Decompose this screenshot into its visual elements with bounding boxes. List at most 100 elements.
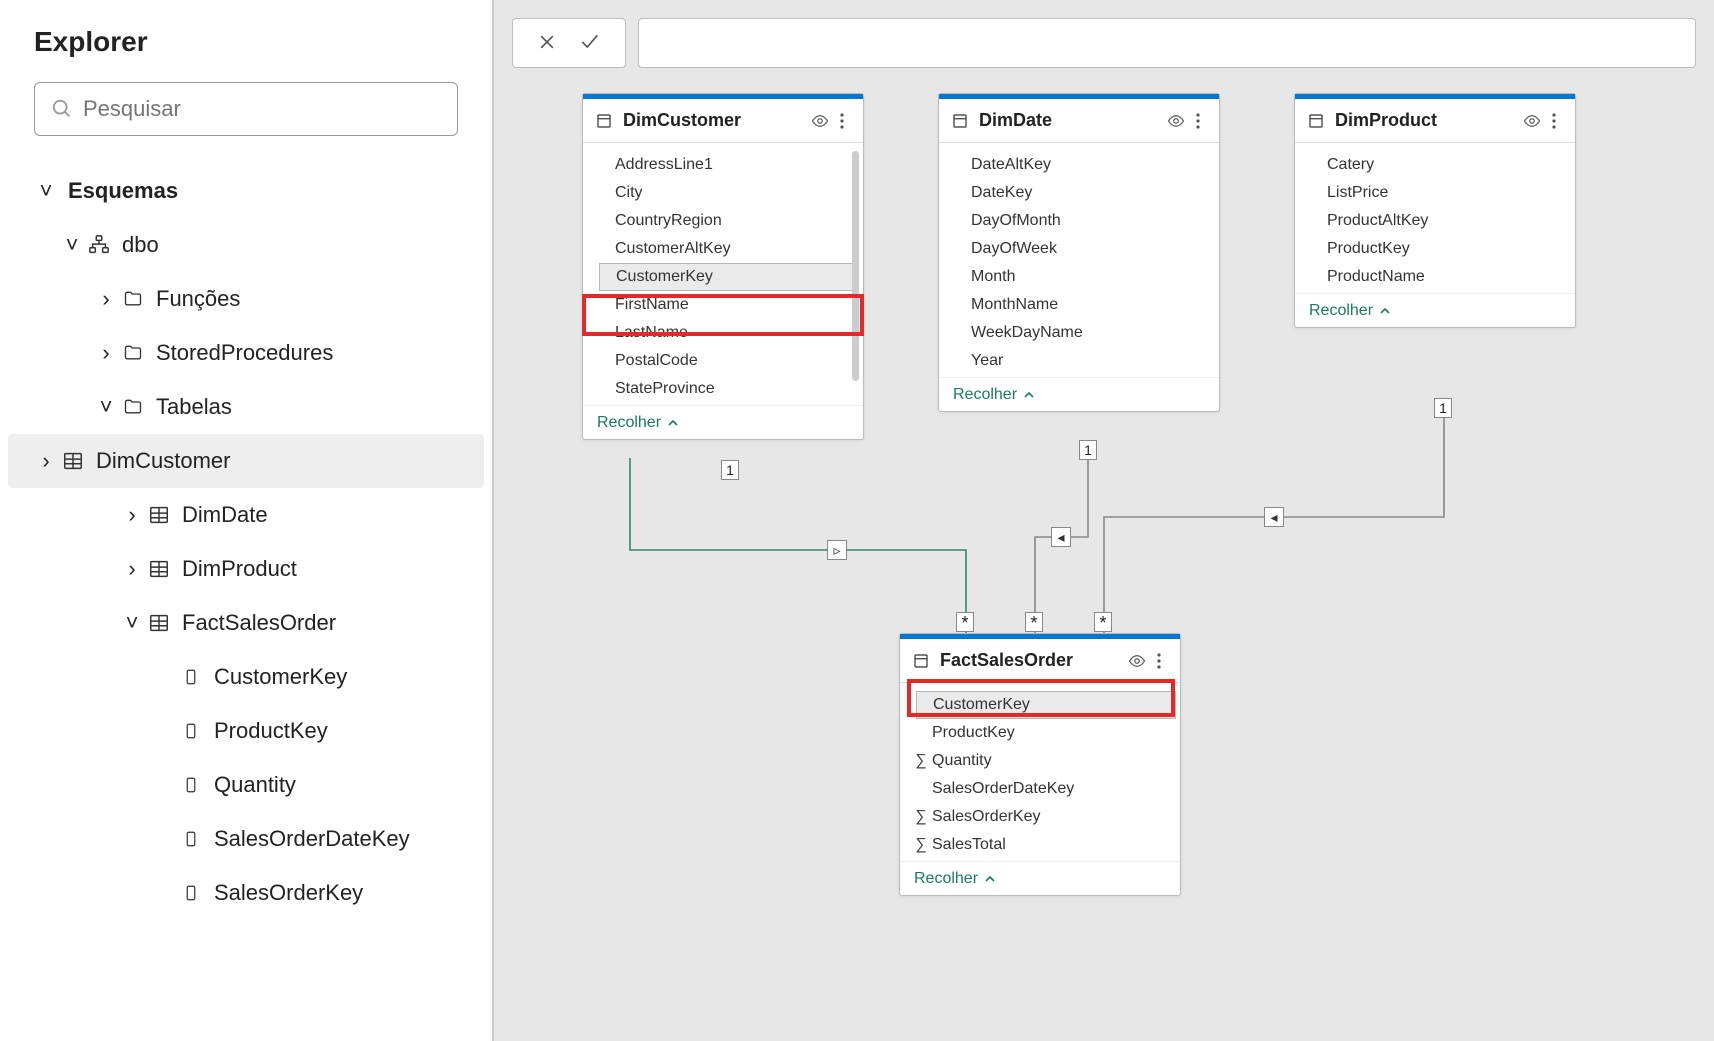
tree-column-label: SalesOrderKey <box>214 880 363 906</box>
card-column-label: ProductName <box>1327 268 1425 286</box>
card-column-label: LastName <box>615 324 688 342</box>
tree-schema-label: dbo <box>122 232 159 258</box>
card-more-button[interactable] <box>1187 112 1209 130</box>
card-header[interactable]: DimDate <box>939 99 1219 143</box>
card-more-button[interactable] <box>831 112 853 130</box>
card-column[interactable]: ∑SalesOrderKey <box>900 803 1180 831</box>
column-icon <box>176 719 206 743</box>
search-container <box>34 82 458 136</box>
visibility-toggle[interactable] <box>809 112 831 130</box>
table-icon <box>144 612 174 634</box>
tree-folder-tables[interactable]: ˅ Tabelas <box>0 380 492 434</box>
tree-table-dimcustomer[interactable]: ›DimCustomer <box>8 434 484 488</box>
one-marker: 1 <box>1434 398 1452 418</box>
card-column[interactable]: DateAltKey <box>939 151 1219 179</box>
card-column[interactable]: CustomerAltKey <box>583 235 863 263</box>
search-input[interactable] <box>83 96 441 122</box>
collapse-button[interactable]: Recolher <box>939 377 1219 411</box>
card-column[interactable]: LastName <box>583 319 863 347</box>
tree-root-label: Esquemas <box>68 178 178 204</box>
tree-column-label: Quantity <box>214 772 296 798</box>
search-box[interactable] <box>34 82 458 136</box>
table-card-dimdate[interactable]: DimDate DateAltKeyDateKey DayOfMonth DayOfW… <box>938 93 1220 412</box>
table-card-factsalesorder[interactable]: FactSalesOrder CustomerKeyProductKey∑Quan… <box>899 633 1181 896</box>
card-column[interactable]: CustomerKey <box>599 263 859 291</box>
collapse-button[interactable]: Recolher <box>583 405 863 439</box>
tree-table-factsalesorder[interactable]: ˅FactSalesOrder <box>0 596 492 650</box>
table-card-dimcustomer[interactable]: DimCustomer AddressLine1 CityCountryRegion… <box>582 93 864 440</box>
card-column[interactable]: ProductAltKey <box>1295 207 1575 235</box>
card-column[interactable]: DateKey <box>939 179 1219 207</box>
tree-column[interactable]: SalesOrderKey <box>0 866 492 920</box>
table-icon <box>58 450 88 472</box>
card-header[interactable]: DimProduct <box>1295 99 1575 143</box>
tree-column[interactable]: CustomerKey <box>0 650 492 704</box>
collapse-button[interactable]: Recolher <box>1295 293 1575 327</box>
tree-column[interactable]: SalesOrderDateKey <box>0 812 492 866</box>
card-column-label: Year <box>971 352 1003 370</box>
card-column-label: Month <box>971 268 1015 286</box>
diagram-canvas[interactable]: DimCustomer AddressLine1 CityCountryRegion… <box>494 80 1714 1041</box>
card-header[interactable]: DimCustomer <box>583 99 863 143</box>
card-column[interactable]: PostalCode <box>583 347 863 375</box>
panel-title: Explorer <box>34 26 458 58</box>
visibility-toggle[interactable] <box>1126 652 1148 670</box>
chevron-right-icon: › <box>94 340 118 366</box>
card-column[interactable]: ProductKey <box>900 719 1180 747</box>
tree-column[interactable]: Quantity <box>0 758 492 812</box>
tree-column-label: SalesOrderDateKey <box>214 826 410 852</box>
card-column[interactable]: FirstName <box>583 291 863 319</box>
card-column[interactable]: Year <box>939 347 1219 375</box>
formula-input[interactable] <box>638 18 1696 68</box>
tree-folder-label: Funções <box>156 286 240 312</box>
card-column[interactable]: CustomerKey <box>916 691 1176 719</box>
collapse-button[interactable]: Recolher <box>900 861 1180 895</box>
card-column[interactable]: SalesOrderDateKey <box>900 775 1180 803</box>
card-column-label: ProductKey <box>1327 240 1410 258</box>
tree-table-dimdate[interactable]: ›DimDate <box>0 488 492 542</box>
card-header[interactable]: FactSalesOrder <box>900 639 1180 683</box>
card-column[interactable]: ListPrice <box>1295 179 1575 207</box>
card-column[interactable]: WeekDayName <box>939 319 1219 347</box>
one-marker: 1 <box>721 460 739 480</box>
card-column-label: StateProvince <box>615 380 715 398</box>
card-column[interactable]: AddressLine1 <box>583 151 863 179</box>
tree-table-dimproduct[interactable]: ›DimProduct <box>0 542 492 596</box>
card-more-button[interactable] <box>1148 652 1170 670</box>
table-icon <box>1305 112 1327 130</box>
visibility-toggle[interactable] <box>1165 112 1187 130</box>
card-column[interactable]: ProductKey <box>1295 235 1575 263</box>
scrollbar[interactable] <box>852 151 859 381</box>
tree-schema-dbo[interactable]: ˅ dbo <box>0 218 492 272</box>
many-marker: * <box>1025 612 1043 632</box>
card-more-button[interactable] <box>1543 112 1565 130</box>
tree-root-schemas[interactable]: ˅ Esquemas <box>0 164 492 218</box>
card-column[interactable]: Month <box>939 263 1219 291</box>
folder-icon <box>118 343 148 363</box>
card-column[interactable]: StateProvince <box>583 375 863 403</box>
table-icon <box>593 112 615 130</box>
card-column[interactable]: ∑SalesTotal <box>900 831 1180 859</box>
card-column[interactable]: ∑Quantity <box>900 747 1180 775</box>
card-column[interactable]: MonthName <box>939 291 1219 319</box>
card-column[interactable]: DayOfMonth <box>939 207 1219 235</box>
card-column-label: DayOfMonth <box>971 212 1061 230</box>
card-column[interactable]: DayOfWeek <box>939 235 1219 263</box>
chevron-right-icon: › <box>94 286 118 312</box>
table-card-dimproduct[interactable]: DimProduct Catery ListPriceProductAltKey Pr… <box>1294 93 1576 328</box>
tree-column[interactable]: ProductKey <box>0 704 492 758</box>
cancel-button[interactable] <box>537 28 557 59</box>
card-column[interactable]: ProductName <box>1295 263 1575 291</box>
visibility-toggle[interactable] <box>1521 112 1543 130</box>
card-column-label: MonthName <box>971 296 1058 314</box>
tree-folder-storedprocs[interactable]: › StoredProcedures <box>0 326 492 380</box>
card-column[interactable]: City <box>583 179 863 207</box>
tree-folder-functions[interactable]: › Funções <box>0 272 492 326</box>
table-icon <box>144 504 174 526</box>
commit-button[interactable] <box>577 28 601 59</box>
card-column-label: AddressLine1 <box>615 156 713 174</box>
card-column[interactable]: Catery <box>1295 151 1575 179</box>
card-column-label: Catery <box>1327 156 1374 174</box>
card-column[interactable]: CountryRegion <box>583 207 863 235</box>
many-marker: * <box>956 612 974 632</box>
